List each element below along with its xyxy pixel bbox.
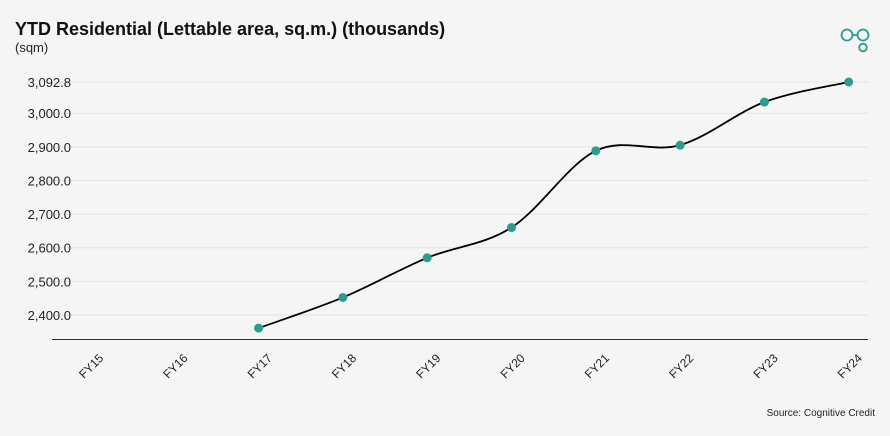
chart-subtitle: (sqm) (15, 40, 49, 55)
source-note: Source: Cognitive Credit (766, 408, 875, 419)
x-tick-label: FY15 (76, 351, 106, 381)
chart-title: YTD Residential (Lettable area, sq.m.) (… (15, 19, 446, 39)
y-tick-label: 2,900.0 (28, 140, 71, 155)
series-markers (254, 77, 854, 333)
y-tick-label: 2,700.0 (28, 207, 71, 222)
y-tick-label: 3,092.8 (28, 75, 71, 90)
grid-lines (52, 81, 868, 316)
data-point-marker (338, 292, 348, 302)
data-point-marker (675, 140, 685, 150)
cognitive-credit-logo-icon (840, 28, 870, 53)
x-tick-label: FY17 (245, 351, 275, 381)
data-point-marker (844, 77, 854, 87)
x-tick-label: FY20 (498, 351, 528, 381)
x-tick-label: FY23 (750, 351, 780, 381)
data-point-marker (591, 146, 601, 156)
data-point-marker (254, 323, 264, 333)
data-point-marker (759, 97, 769, 107)
x-tick-label: FY18 (329, 351, 359, 381)
y-tick-label: 3,000.0 (28, 106, 71, 121)
x-tick-label: FY24 (835, 351, 865, 381)
x-axis: FY15 FY16 FY17 FY18 FY19 FY20 FY21 FY22 FY23 FY24 (76, 351, 865, 381)
data-point-marker (507, 223, 516, 233)
x-tick-label: FY19 (413, 351, 443, 381)
y-tick-label: 2,800.0 (28, 173, 71, 188)
x-tick-label: FY22 (666, 351, 696, 381)
y-tick-label: 2,500.0 (28, 274, 71, 289)
x-tick-label: FY16 (160, 351, 190, 381)
y-tick-label: 2,400.0 (28, 308, 71, 323)
y-axis: 3,092.8 3,000.0 2,900.0 2,800.0 2,700.0 2,600… (28, 75, 71, 323)
x-tick-label: FY21 (582, 351, 612, 381)
y-tick-label: 2,600.0 (28, 241, 71, 256)
series-line (258, 81, 849, 329)
data-point-marker (422, 253, 432, 263)
